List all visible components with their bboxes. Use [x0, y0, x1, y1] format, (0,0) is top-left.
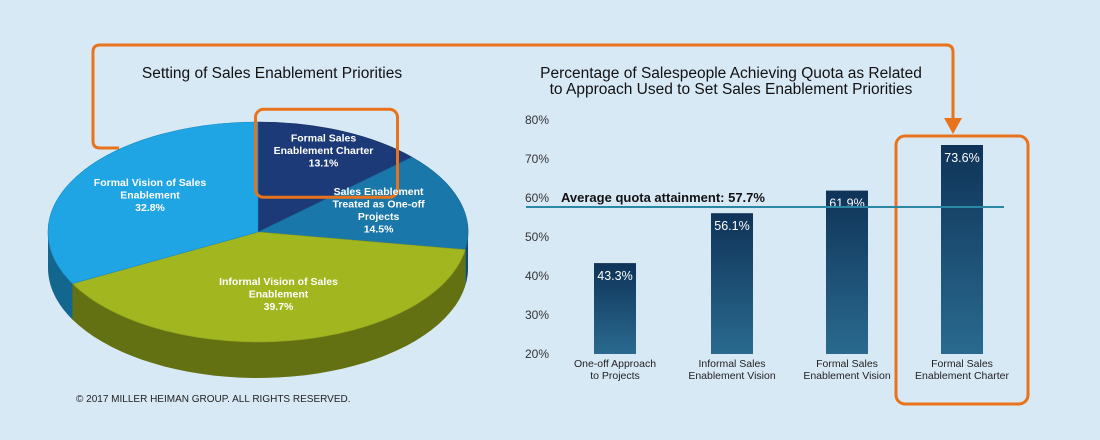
pie-slice-informal-vision-of-sales-enablement [71, 231, 466, 343]
x-category-line: Formal Sales [816, 358, 878, 370]
y-tick-label: 30% [525, 308, 549, 322]
x-category-label: Formal Sales Enablement Charter [915, 358, 1009, 382]
bar-highlight-box [894, 134, 1030, 406]
pie-highlight-box [254, 107, 399, 199]
average-label: Average quota attainment: 57.7% [561, 190, 765, 205]
pie-label-line: Projects [358, 211, 400, 223]
bar-formal-sales-enablement-vision [826, 190, 868, 354]
connector-arrow [91, 43, 955, 150]
x-category-line: Enablement Charter [915, 370, 1009, 382]
x-category-line: Enablement Vision [803, 370, 891, 382]
bar-value-label: 73.6% [944, 151, 979, 165]
copyright: © 2017 MILLER HEIMAN GROUP. ALL RIGHTS R… [76, 394, 351, 405]
pie-label-formal-vision-of-sales-enablement: Formal Vision of Sales Enablement 32.8% [94, 177, 207, 214]
pie-side-informal-vision-of-sales-enablement [72, 249, 466, 378]
connector-arrowhead [944, 118, 962, 134]
bar-informal-sales-enablement-vision [711, 213, 753, 354]
pie-value-label: 32.8% [135, 202, 165, 214]
pie-label-line: Enablement [249, 289, 309, 301]
pie-label-line: Formal Vision of Sales [94, 177, 207, 189]
x-category-line: Enablement Vision [688, 370, 776, 382]
pie-slice-sales-enablement-treated-as-one-off-projects [256, 156, 469, 251]
y-tick-label: 60% [525, 191, 549, 205]
y-tick-label: 80% [525, 113, 549, 127]
bar-title-line1: Percentage of Salespeople Achieving Quot… [540, 65, 922, 82]
x-category-line: Informal Sales [698, 358, 765, 370]
pie-label-line: Enablement Charter [274, 145, 374, 157]
pie-value-label: 14.5% [364, 223, 394, 235]
pie-slice-formal-sales-enablement-charter [257, 121, 413, 233]
x-category-line: to Projects [590, 370, 640, 382]
pie-label-line: Enablement [120, 190, 180, 202]
pie-label-line: Formal Sales [291, 132, 357, 144]
x-category-line: One-off Approach [574, 358, 656, 370]
bar-one-off-approach-to-projects [594, 263, 636, 354]
pie-label-formal-sales-enablement-charter: Formal Sales Enablement Charter 13.1% [274, 132, 374, 169]
pie-side-sales-enablement-treated-as-one-off-projects [465, 232, 468, 286]
bar-title-line2: to Approach Used to Set Sales Enablement… [550, 81, 913, 98]
pie-label-line: Treated as One-off [332, 198, 425, 210]
y-tick-label: 50% [525, 230, 549, 244]
x-category-label: Informal Sales Enablement Vision [688, 358, 776, 382]
bar-formal-sales-enablement-charter [941, 145, 983, 354]
pie-title: Setting of Sales Enablement Priorities [142, 65, 402, 82]
pie-label-informal-vision-of-sales-enablement: Informal Vision of Sales Enablement 39.7% [219, 276, 338, 313]
y-tick-label: 40% [525, 269, 549, 283]
pie-label-line: Sales Enablement [334, 186, 424, 198]
pie-slice-formal-vision-of-sales-enablement [47, 121, 259, 284]
pie-value-label: 13.1% [309, 157, 339, 169]
bar-chart: 20% 30% 40% 50% 60% 70% 80% 43.3% One-off Approa… [525, 113, 1030, 406]
pie-label-line: Informal Vision of Sales [219, 276, 338, 288]
pie-chart: Formal Sales Enablement Charter 13.1% Sales… [47, 107, 469, 378]
pie-label-sales-enablement-treated-as-one-off-projects: Sales Enablement Treated as One-off Projec… [332, 186, 425, 236]
pie-value-label: 39.7% [264, 301, 294, 313]
bar-value-label: 56.1% [714, 219, 749, 233]
x-category-line: Formal Sales [931, 358, 993, 370]
x-category-label: Formal Sales Enablement Vision [803, 358, 891, 382]
y-tick-label: 70% [525, 152, 549, 166]
bar-value-label: 43.3% [597, 269, 632, 283]
pie-side-formal-vision-of-sales-enablement [48, 232, 73, 320]
y-tick-label: 20% [525, 347, 549, 361]
x-category-label: One-off Approach to Projects [574, 358, 656, 382]
bar-value-label: 61.9% [829, 197, 864, 211]
